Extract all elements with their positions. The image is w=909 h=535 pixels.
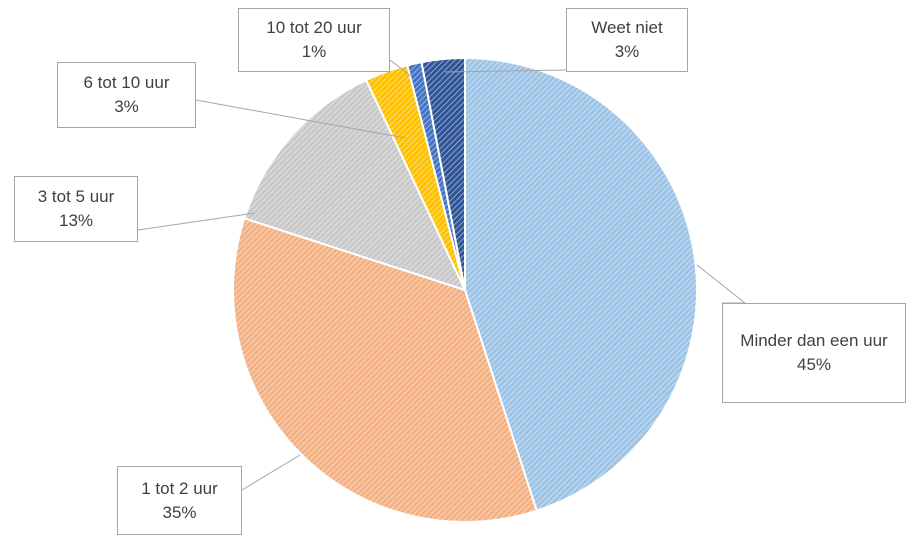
label-name: 6 tot 10 uur (83, 73, 170, 92)
label-value: 3% (114, 97, 139, 116)
data-label: 3 tot 5 uur 13% (14, 176, 138, 242)
label-value: 35% (162, 502, 197, 522)
leader-line (696, 264, 747, 304)
label-name: Weet niet (591, 18, 663, 37)
label-name: 10 tot 20 uur (266, 18, 362, 37)
leader-line (241, 454, 301, 491)
pie-slice (232, 217, 538, 523)
pie-slice (243, 78, 467, 292)
data-label: 6 tot 10 uur 3% (57, 62, 196, 128)
label-value: 45% (796, 355, 832, 374)
pie-slice (464, 56, 698, 512)
data-label: Weet niet 3% (566, 8, 688, 72)
label-name: Minder dan een uur (740, 331, 888, 350)
label-name: 3 tot 5 uur (37, 187, 115, 206)
data-label: 10 tot 20 uur 1% (238, 8, 390, 72)
leader-line (389, 59, 413, 78)
label-value: 1% (301, 42, 327, 61)
label-name: 1 tot 2 uur (141, 478, 218, 498)
data-label: Minder dan een uur 45% (722, 303, 906, 403)
leader-line (195, 99, 406, 139)
data-label: 1 tot 2 uur 35% (117, 466, 242, 535)
label-value: 3% (614, 42, 640, 61)
pie-slice (420, 56, 466, 291)
label-value: 13% (58, 211, 94, 230)
leader-line (137, 212, 256, 231)
leader-line (444, 69, 567, 73)
